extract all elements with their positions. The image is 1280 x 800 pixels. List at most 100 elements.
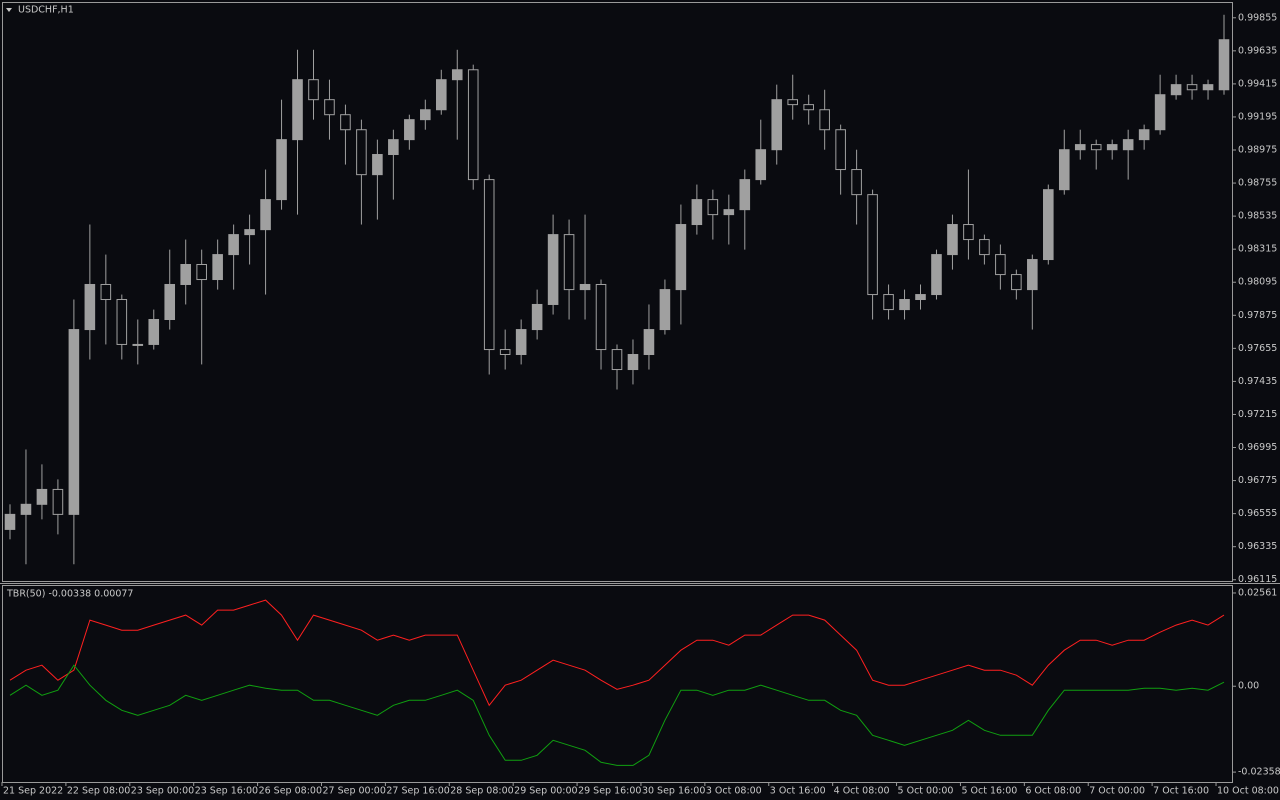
x-tick-label: 27 Sep 16:00 (386, 786, 449, 797)
y-tick-label: 0.99195 (1238, 111, 1277, 122)
candle-body (515, 329, 527, 356)
candle-body (883, 294, 894, 311)
candle-body (835, 129, 846, 171)
candle-body (324, 99, 335, 116)
candle-body (979, 239, 990, 256)
candle-body (563, 234, 575, 291)
indicator-frame (2, 585, 1233, 783)
candle-body (372, 154, 383, 176)
candle-body (1090, 144, 1102, 151)
candle-body (675, 224, 687, 291)
candle-body (308, 79, 319, 101)
candle-body (755, 149, 767, 181)
candle-body (388, 139, 399, 156)
candle-body (723, 209, 735, 216)
candle-body (404, 119, 415, 141)
candle-body (68, 329, 80, 515)
candle-body (963, 224, 974, 241)
candle-body (1202, 84, 1214, 91)
candle-body (20, 503, 32, 515)
candle-body (148, 318, 160, 345)
candle-body (244, 229, 255, 236)
candle-body (611, 349, 623, 371)
candle-body (84, 283, 96, 331)
candle-body (771, 99, 783, 151)
candle-body (1106, 144, 1118, 151)
candle-body (931, 254, 942, 296)
y-tick-label: 0.96995 (1238, 442, 1277, 453)
x-tick-label: 6 Oct 08:00 (1025, 786, 1081, 797)
candle-body (4, 513, 16, 530)
candle-body (595, 283, 607, 351)
candle-body (435, 79, 447, 111)
x-tick-label: 5 Oct 00:00 (898, 786, 954, 797)
candle-body (420, 109, 431, 121)
y-tick-label: 0.99855 (1238, 12, 1277, 23)
y-tick-label: 0.98095 (1238, 277, 1277, 288)
candle-body (451, 69, 463, 81)
x-tick-label: 10 Oct 08:00 (1217, 786, 1279, 797)
y-tick-label: 0.96775 (1238, 475, 1277, 486)
x-tick-label: 28 Sep 08:00 (450, 786, 513, 797)
candle-body (1043, 189, 1054, 261)
indicator-line (9, 664, 1225, 766)
candle-body (164, 283, 176, 320)
x-tick-label: 5 Oct 16:00 (961, 786, 1017, 797)
y-tick-label: 0.97655 (1238, 343, 1277, 354)
candle-body (643, 329, 655, 356)
candle-body (995, 254, 1006, 276)
candle-body (36, 488, 48, 505)
x-tick-label: 4 Oct 08:00 (834, 786, 890, 797)
candle-body (1138, 129, 1150, 141)
x-tick-label: 3 Oct 08:00 (706, 786, 762, 797)
chart-title: USDCHF,H1 (18, 5, 74, 16)
y-tick-label: 0.97435 (1238, 376, 1277, 387)
y-tick-label: 0.96115 (1238, 574, 1277, 585)
y-tick-label: -0.02358 (1238, 767, 1280, 778)
candle-body (356, 129, 367, 176)
x-tick-label: 7 Oct 16:00 (1153, 786, 1209, 797)
y-tick-label: 0.99635 (1238, 45, 1277, 56)
candle-body (1027, 259, 1038, 291)
candle-body (1154, 94, 1166, 131)
candle-body (228, 234, 239, 256)
candle-body (196, 264, 207, 281)
x-tick-label: 30 Sep 16:00 (642, 786, 705, 797)
candle-body (116, 299, 128, 345)
candle-body (180, 264, 191, 285)
candle-body (739, 179, 751, 211)
candle-body (691, 199, 703, 226)
candle-body (100, 283, 112, 301)
x-tick-label: 29 Sep 16:00 (578, 786, 641, 797)
y-tick-label: 0.96555 (1238, 508, 1277, 519)
candle-body (499, 349, 511, 356)
candle-body (276, 139, 287, 201)
indicator-line (9, 599, 1225, 707)
y-tick-label: 0.02561 (1238, 587, 1277, 598)
candle-body (947, 224, 958, 256)
y-tick-label: 0.97215 (1238, 409, 1277, 420)
indicator-title: TBR(50) -0.00338 0.00077 (6, 589, 133, 600)
x-tick-label: 3 Oct 16:00 (770, 786, 826, 797)
candle-body (787, 99, 799, 106)
menu-arrow[interactable] (6, 8, 12, 12)
candle-body (659, 289, 671, 331)
candle-body (1186, 84, 1198, 91)
candle-body (803, 104, 814, 111)
candle-body (1011, 274, 1022, 291)
x-tick-label: 21 Sep 2022 (3, 786, 63, 797)
candle-body (340, 114, 351, 131)
x-tick-label: 27 Sep 00:00 (322, 786, 385, 797)
candle-body (899, 299, 910, 311)
y-tick-label: 0.97875 (1238, 310, 1277, 321)
y-tick-label: 0.98755 (1238, 178, 1277, 189)
candle-body (1058, 149, 1070, 191)
candle-body (1074, 144, 1086, 151)
x-tick-label: 23 Sep 16:00 (195, 786, 258, 797)
candle-body (1122, 139, 1134, 151)
y-tick-label: 0.96335 (1238, 541, 1277, 552)
x-tick-label: 7 Oct 00:00 (1089, 786, 1145, 797)
candle-body (579, 283, 591, 291)
